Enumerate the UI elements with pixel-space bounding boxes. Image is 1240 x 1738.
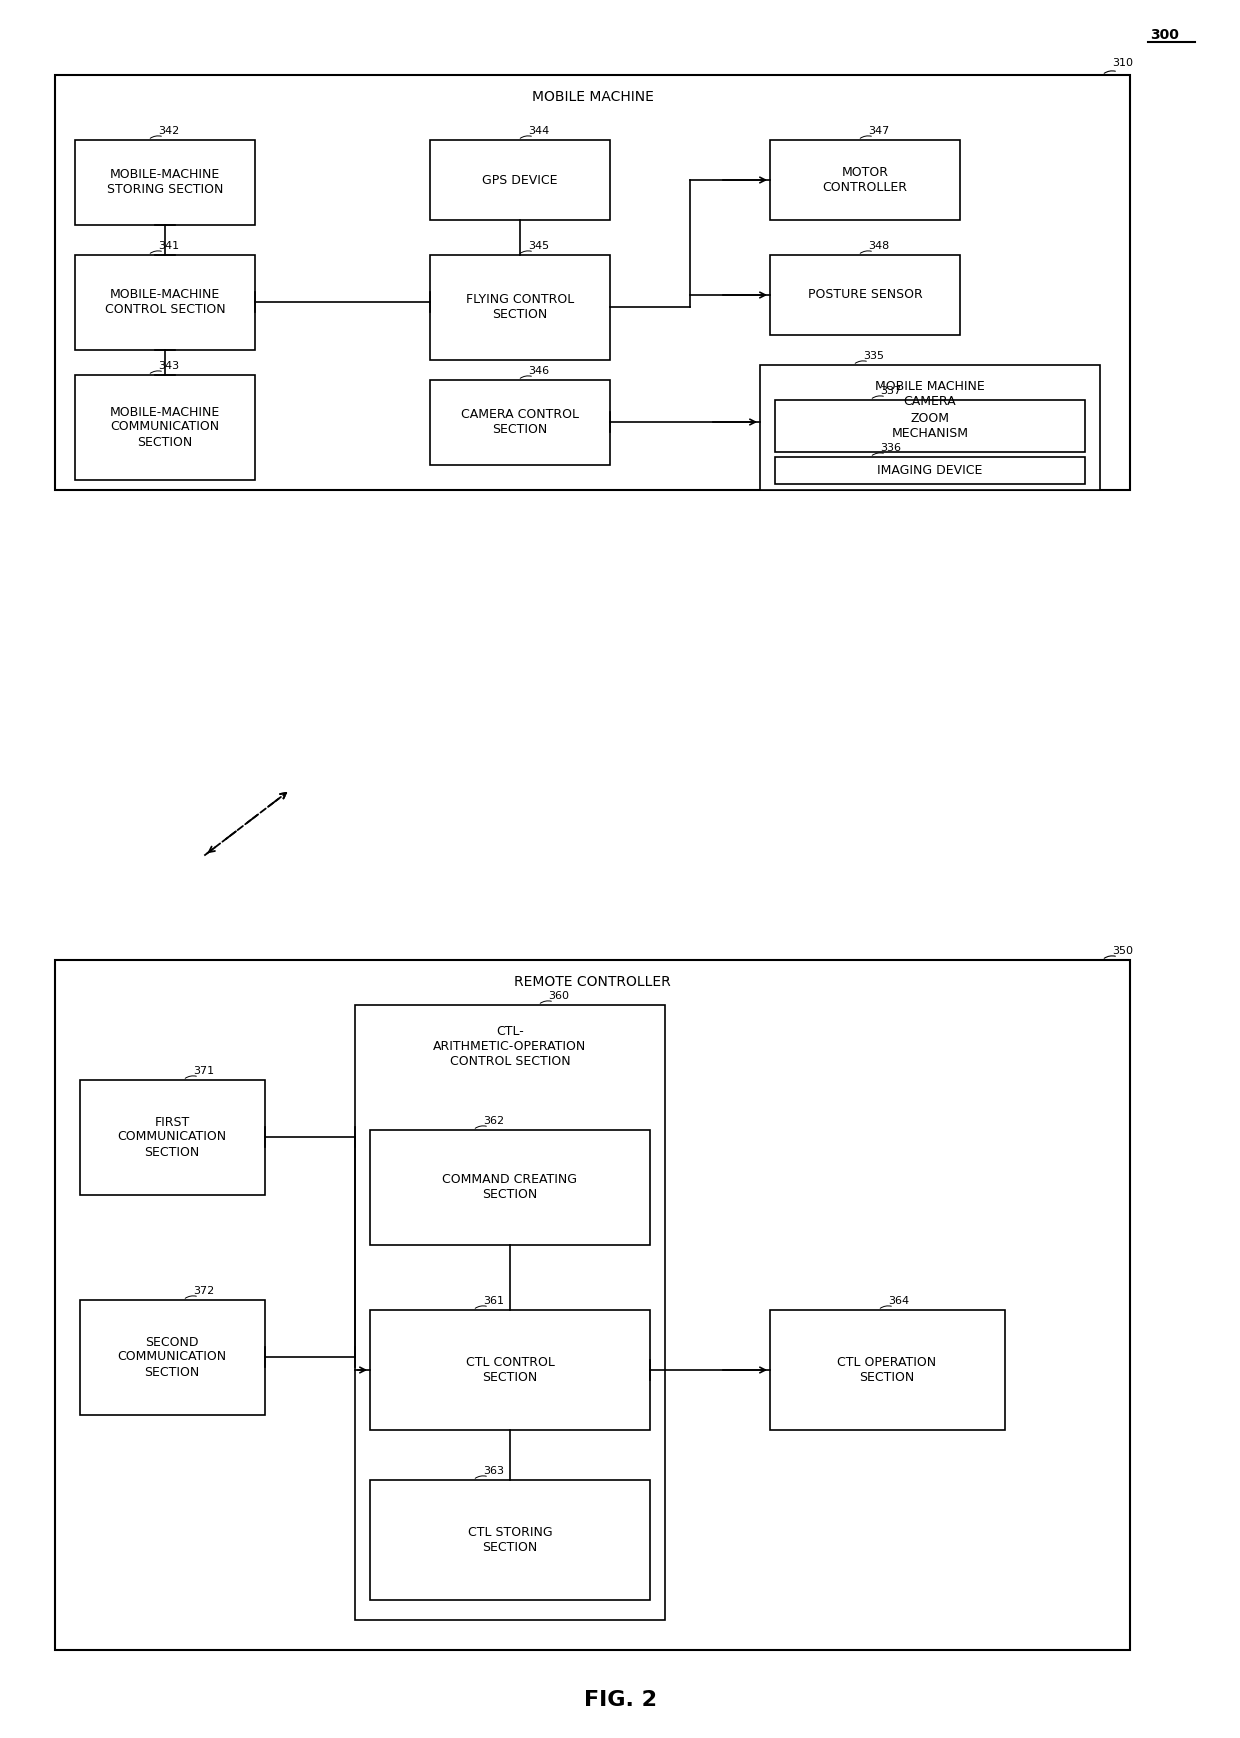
Text: 372: 372 bbox=[193, 1286, 215, 1297]
Bar bbox=[81, 1300, 265, 1415]
Text: MOBILE-MACHINE
COMMUNICATION
SECTION: MOBILE-MACHINE COMMUNICATION SECTION bbox=[110, 405, 221, 448]
Text: FIRST
COMMUNICATION
SECTION: FIRST COMMUNICATION SECTION bbox=[118, 1116, 227, 1159]
Text: 336: 336 bbox=[880, 443, 901, 454]
Bar bbox=[770, 141, 960, 221]
Bar bbox=[355, 1005, 665, 1620]
Text: CTL OPERATION
SECTION: CTL OPERATION SECTION bbox=[837, 1356, 936, 1383]
Text: MOTOR
CONTROLLER: MOTOR CONTROLLER bbox=[822, 167, 908, 195]
Text: 360: 360 bbox=[548, 991, 569, 1001]
Text: FLYING CONTROL
SECTION: FLYING CONTROL SECTION bbox=[466, 294, 574, 322]
Bar bbox=[55, 959, 1130, 1649]
Text: 362: 362 bbox=[484, 1116, 505, 1126]
Bar bbox=[775, 457, 1085, 483]
Text: MOBILE-MACHINE
CONTROL SECTION: MOBILE-MACHINE CONTROL SECTION bbox=[104, 289, 226, 316]
Text: 345: 345 bbox=[528, 242, 549, 250]
Text: ZOOM
MECHANISM: ZOOM MECHANISM bbox=[892, 412, 968, 440]
Bar bbox=[430, 255, 610, 360]
Bar bbox=[770, 1310, 1004, 1430]
Text: GPS DEVICE: GPS DEVICE bbox=[482, 174, 558, 186]
Text: CTL-
ARITHMETIC-OPERATION
CONTROL SECTION: CTL- ARITHMETIC-OPERATION CONTROL SECTIO… bbox=[433, 1025, 587, 1067]
Text: SECOND
COMMUNICATION
SECTION: SECOND COMMUNICATION SECTION bbox=[118, 1335, 227, 1378]
Bar bbox=[55, 75, 1130, 490]
Text: MOBILE MACHINE
CAMERA: MOBILE MACHINE CAMERA bbox=[875, 381, 985, 408]
Bar bbox=[430, 141, 610, 221]
Text: 343: 343 bbox=[157, 362, 179, 370]
Bar bbox=[760, 365, 1100, 490]
Text: 300: 300 bbox=[1149, 28, 1179, 42]
Bar bbox=[74, 141, 255, 224]
Bar bbox=[370, 1481, 650, 1601]
Text: FIG. 2: FIG. 2 bbox=[584, 1689, 656, 1710]
Text: 364: 364 bbox=[888, 1297, 909, 1305]
Text: MOBILE MACHINE: MOBILE MACHINE bbox=[532, 90, 653, 104]
Text: 363: 363 bbox=[484, 1465, 503, 1476]
Text: 310: 310 bbox=[1112, 57, 1133, 68]
Text: 341: 341 bbox=[157, 242, 179, 250]
Text: 350: 350 bbox=[1112, 945, 1133, 956]
Text: 361: 361 bbox=[484, 1297, 503, 1305]
Bar bbox=[770, 255, 960, 335]
Text: REMOTE CONTROLLER: REMOTE CONTROLLER bbox=[515, 975, 671, 989]
Text: 347: 347 bbox=[868, 125, 889, 136]
Text: COMMAND CREATING
SECTION: COMMAND CREATING SECTION bbox=[443, 1173, 578, 1201]
Bar bbox=[370, 1130, 650, 1244]
Text: 371: 371 bbox=[193, 1065, 215, 1076]
Bar bbox=[775, 400, 1085, 452]
Text: CTL STORING
SECTION: CTL STORING SECTION bbox=[467, 1526, 552, 1554]
Text: 342: 342 bbox=[157, 125, 180, 136]
Text: POSTURE SENSOR: POSTURE SENSOR bbox=[807, 289, 923, 301]
Text: 348: 348 bbox=[868, 242, 889, 250]
Bar bbox=[430, 381, 610, 466]
Text: 344: 344 bbox=[528, 125, 549, 136]
Text: CAMERA CONTROL
SECTION: CAMERA CONTROL SECTION bbox=[461, 408, 579, 436]
Text: 337: 337 bbox=[880, 386, 901, 396]
Text: 335: 335 bbox=[863, 351, 884, 362]
Bar bbox=[370, 1310, 650, 1430]
Text: CTL CONTROL
SECTION: CTL CONTROL SECTION bbox=[465, 1356, 554, 1383]
Bar bbox=[81, 1079, 265, 1196]
Bar bbox=[74, 255, 255, 349]
Text: MOBILE-MACHINE
STORING SECTION: MOBILE-MACHINE STORING SECTION bbox=[107, 169, 223, 196]
Bar bbox=[74, 375, 255, 480]
Text: IMAGING DEVICE: IMAGING DEVICE bbox=[878, 464, 982, 476]
Text: 346: 346 bbox=[528, 367, 549, 375]
